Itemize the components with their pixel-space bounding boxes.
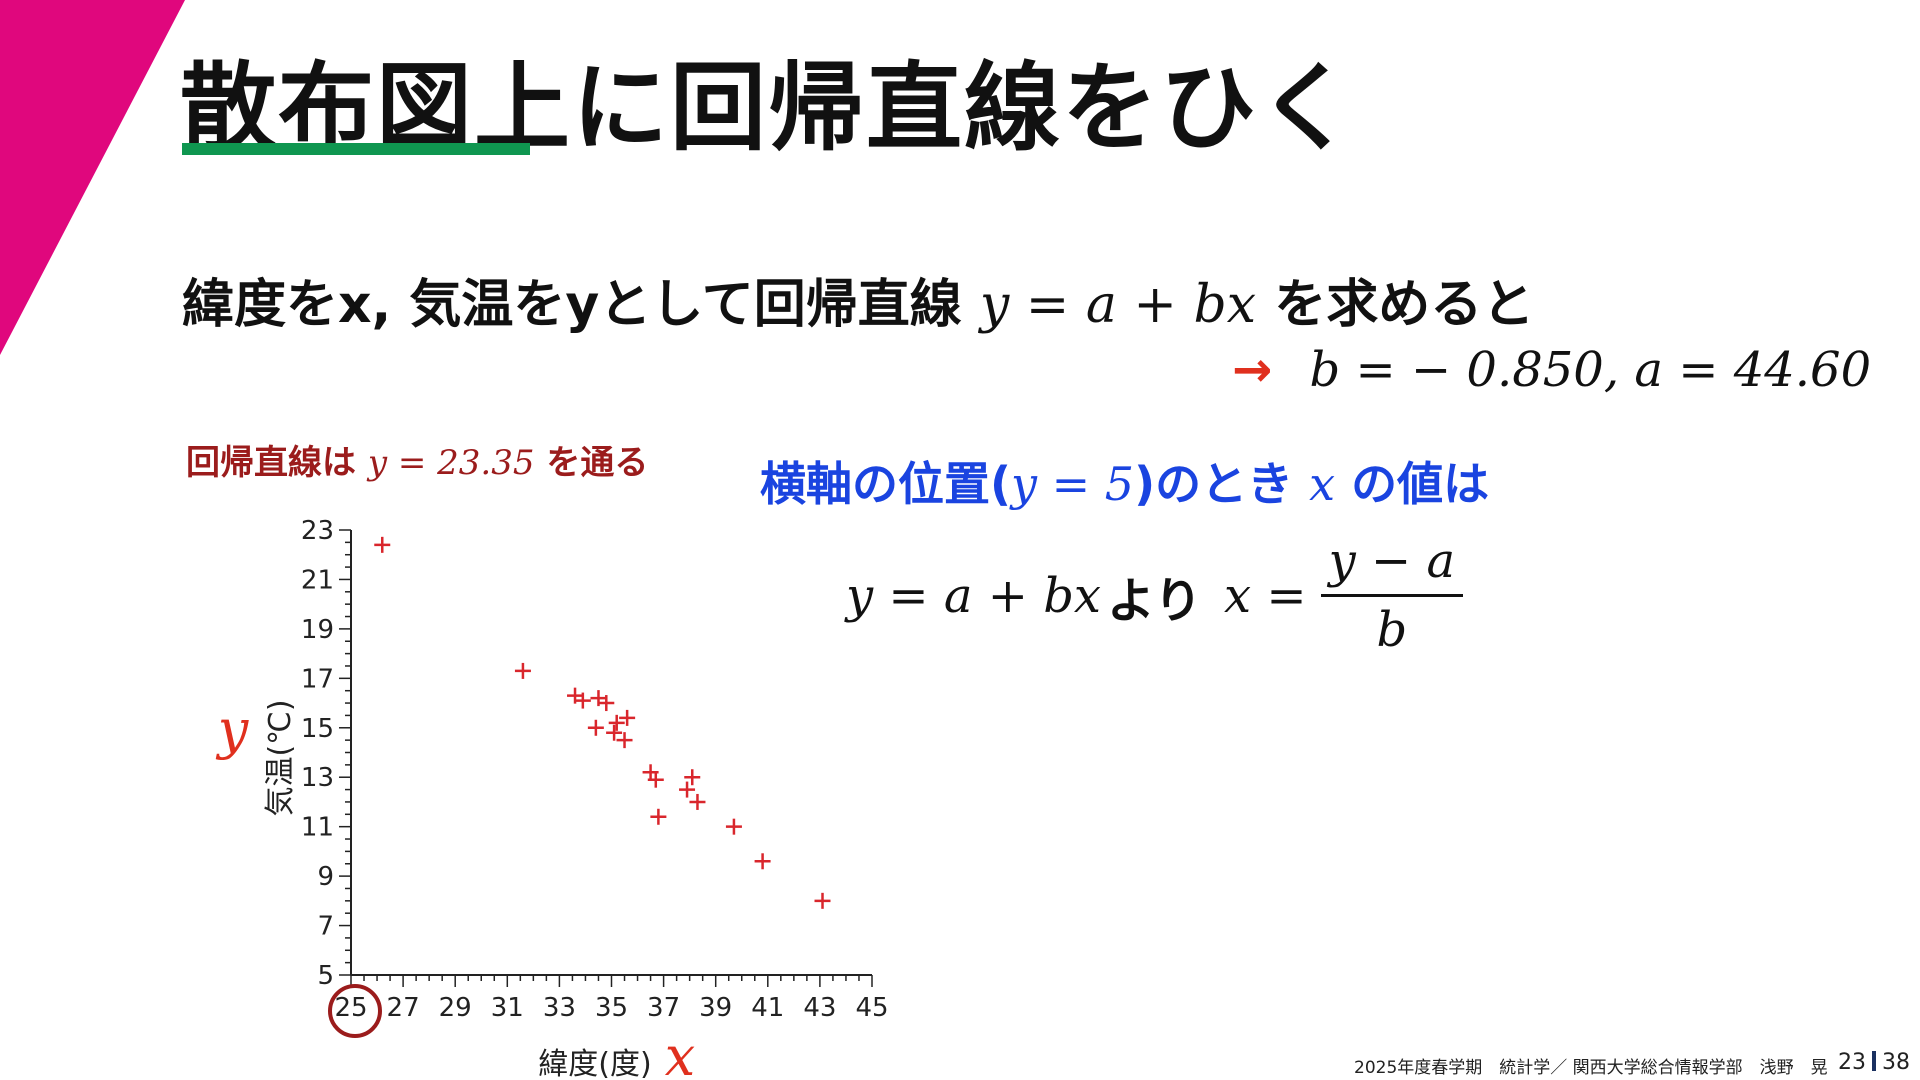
data-point: [608, 714, 625, 731]
footer-course: 2025年度春学期 統計学／ 関西大学総合情報学部 浅野 晃: [1354, 1058, 1828, 1078]
data-point: [598, 695, 615, 712]
y-tick-label: 9: [317, 862, 334, 892]
intro-sentence: 緯度をx, 気温をyとして回帰直線 y = a + bx を求めると: [182, 262, 1534, 337]
x-tick-label: 29: [439, 993, 472, 1023]
data-point: [679, 781, 696, 798]
data-point: [587, 719, 604, 736]
page-number: 23 38: [1838, 1050, 1910, 1075]
chart-ticks: [339, 529, 873, 987]
fraction: y − a b: [1320, 528, 1464, 663]
question-middle: )のとき: [1134, 457, 1294, 511]
regression-note: 回帰直線は y = 23.35 を通る: [186, 435, 648, 484]
intro-prefix: 緯度をx, 気温をyとして回帰直線: [182, 275, 962, 335]
corner-accent-shape: [0, 0, 185, 355]
data-point: [684, 769, 701, 786]
question-var: x: [1309, 457, 1336, 511]
x-axis-title: 緯度(度): [538, 1047, 651, 1080]
intro-formula: y = a + bx: [979, 275, 1257, 335]
note-formula: y = 23.35: [367, 443, 535, 483]
y-axis-symbol: y: [216, 698, 250, 761]
question-prefix: 横軸の位置(: [760, 457, 1012, 511]
title-underline: [182, 143, 530, 155]
chart-axes: [350, 530, 872, 976]
arrow-icon: →: [1232, 342, 1273, 398]
y-tick-label: 21: [301, 565, 334, 595]
current-page: 23: [1838, 1050, 1866, 1075]
y-axis-title: 気温(℃): [263, 699, 298, 816]
x-tick-label: 33: [543, 993, 576, 1023]
x-tick-label: 27: [387, 993, 420, 1023]
data-point: [514, 662, 531, 679]
chart-points: [374, 536, 831, 909]
data-point: [647, 771, 664, 788]
y-tick-label: 5: [317, 961, 334, 991]
x-tick-label: 43: [803, 993, 836, 1023]
data-point: [616, 732, 633, 749]
x-tick-label: 25: [334, 993, 367, 1023]
note-suffix: を通る: [546, 443, 649, 483]
data-point: [689, 793, 706, 810]
question-suffix: の値は: [1351, 457, 1490, 511]
x-axis-symbol: x: [665, 1025, 695, 1080]
derivation-connector: より: [1107, 572, 1203, 629]
x-tick-label: 41: [751, 993, 784, 1023]
data-point: [574, 692, 591, 709]
chart-labels: 25 27 29 31 33 35 37 39 41 43 45 5 7 9 11 13 15 17 19 21 23 緯…: [216, 516, 889, 1080]
total-pages: 38: [1882, 1050, 1910, 1075]
page-separator: [1872, 1051, 1876, 1071]
fraction-numerator: y − a: [1320, 528, 1464, 597]
note-prefix: 回帰直線は: [186, 443, 356, 483]
derivation-lhs: y = a + bx: [846, 567, 1101, 624]
data-point: [814, 892, 831, 909]
question-line: 横軸の位置(y = 5)のとき x の値は: [760, 448, 1489, 514]
question-formula: y = 5: [1011, 457, 1135, 511]
x-highlight-circle: [328, 984, 382, 1038]
y-tick-label: 17: [301, 664, 334, 694]
result-line: → b = − 0.850, a = 44.60: [1232, 342, 1871, 398]
result-values: b = − 0.850, a = 44.60: [1309, 342, 1872, 398]
y-tick-label: 23: [301, 516, 334, 546]
data-point: [606, 724, 623, 741]
data-point: [374, 536, 391, 553]
data-point: [725, 818, 742, 835]
fraction-denominator: b: [1376, 602, 1408, 658]
derivation-rhs-var: x =: [1224, 567, 1307, 624]
x-tick-label: 35: [595, 993, 628, 1023]
y-tick-label: 7: [317, 912, 334, 942]
derivation-formula: y = a + bx より x = y − a b: [846, 528, 1464, 663]
x-tick-label: 39: [699, 993, 732, 1023]
y-tick-label: 11: [301, 813, 334, 843]
intro-suffix: を求めると: [1274, 275, 1535, 335]
x-tick-label: 31: [491, 993, 524, 1023]
x-tick-label: 45: [855, 993, 888, 1023]
x-tick-label: 37: [647, 993, 680, 1023]
data-point: [754, 853, 771, 870]
data-point: [650, 808, 667, 825]
y-tick-label: 13: [301, 763, 334, 793]
y-tick-label: 15: [301, 714, 334, 744]
data-point: [619, 709, 636, 726]
y-tick-label: 19: [301, 615, 334, 645]
